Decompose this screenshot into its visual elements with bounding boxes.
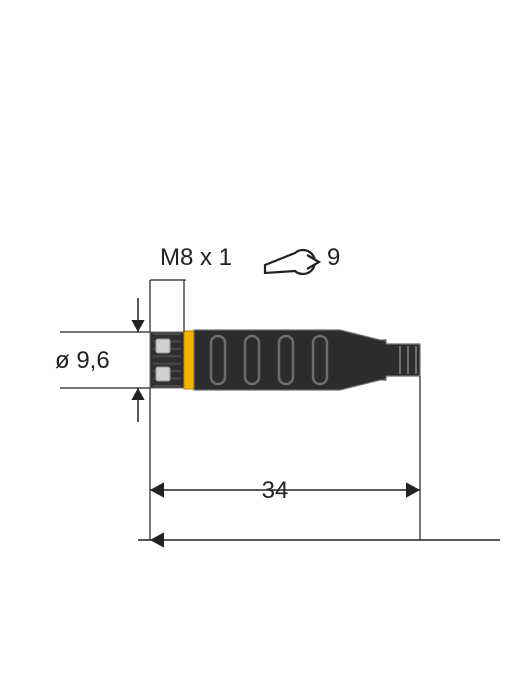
technical-drawing: ø 9,6 M8 x 1 9 34 (0, 0, 523, 700)
diameter-label: ø 9,6 (55, 347, 110, 374)
wrench-icon (265, 250, 319, 274)
wrench-size-label: 9 (327, 244, 340, 271)
length-label: 34 (262, 477, 289, 504)
thread-label: M8 x 1 (160, 244, 232, 271)
